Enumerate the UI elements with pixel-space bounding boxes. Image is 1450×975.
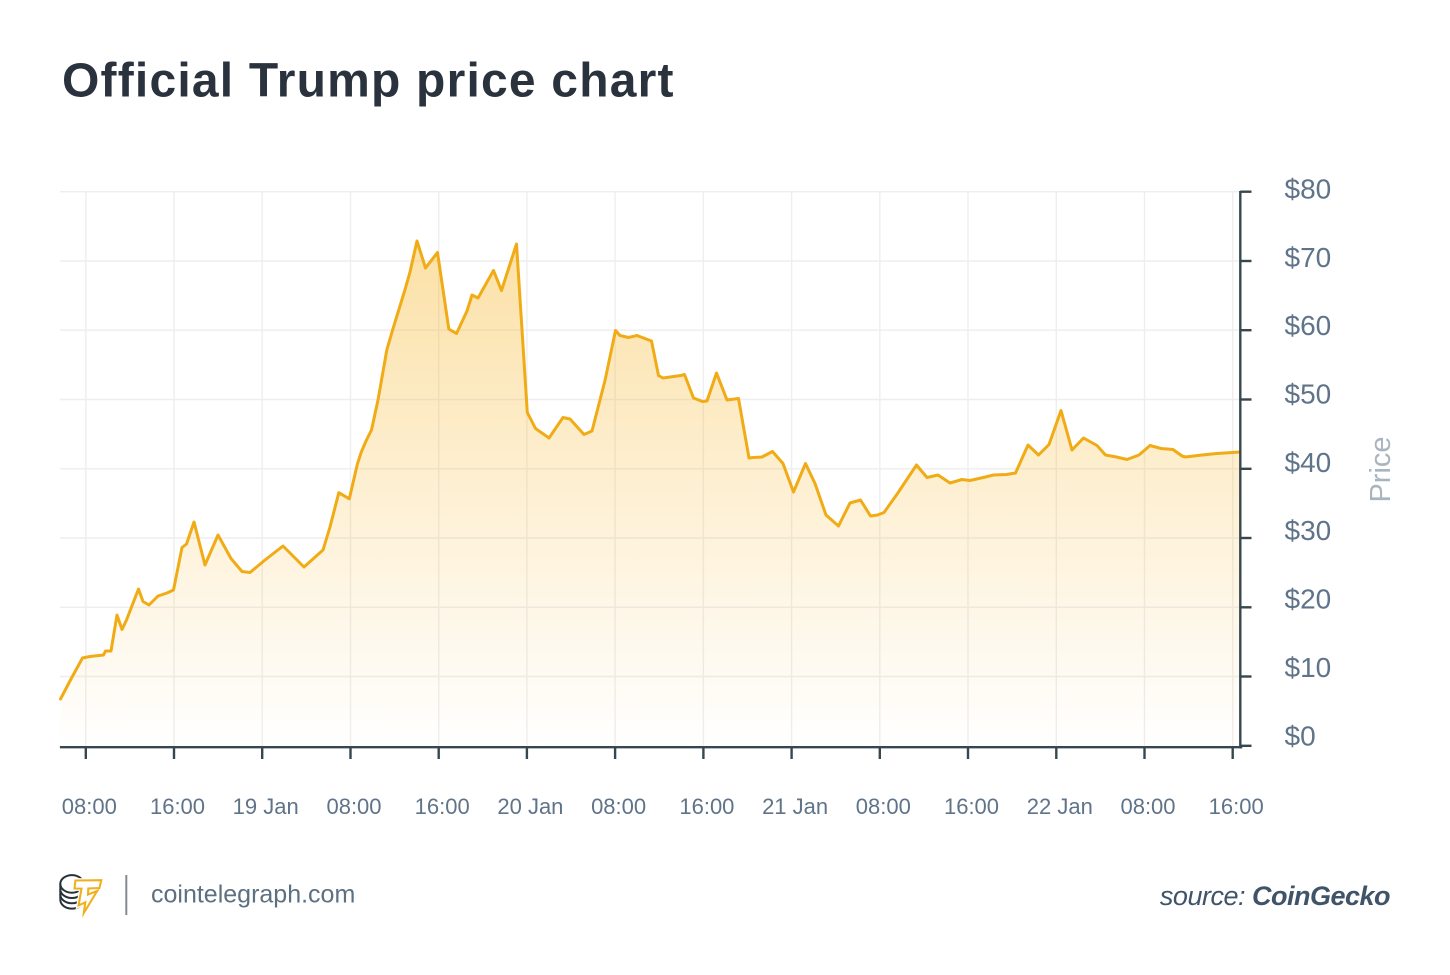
svg-text:16:00: 16:00 [1209,794,1264,819]
svg-text:21 Jan: 21 Jan [762,794,828,819]
svg-text:$10: $10 [1285,652,1332,683]
svg-text:source: CoinGecko: source: CoinGecko [1160,881,1390,911]
svg-text:20 Jan: 20 Jan [497,794,563,819]
svg-text:$70: $70 [1285,242,1332,273]
svg-text:$40: $40 [1285,447,1332,478]
svg-text:$60: $60 [1285,310,1332,341]
svg-text:08:00: 08:00 [326,794,381,819]
svg-text:cointelegraph.com: cointelegraph.com [151,881,355,909]
svg-text:19 Jan: 19 Jan [233,794,299,819]
svg-text:$0: $0 [1285,720,1316,751]
svg-text:16:00: 16:00 [415,794,470,819]
svg-text:$30: $30 [1285,515,1332,546]
svg-text:$20: $20 [1285,584,1332,615]
svg-text:08:00: 08:00 [1120,794,1175,819]
svg-text:16:00: 16:00 [679,794,734,819]
svg-text:08:00: 08:00 [62,794,117,819]
svg-text:22 Jan: 22 Jan [1027,794,1093,819]
svg-text:08:00: 08:00 [591,794,646,819]
svg-text:08:00: 08:00 [856,794,911,819]
svg-text:Official Trump price chart: Official Trump price chart [62,55,675,108]
svg-text:$80: $80 [1285,174,1332,205]
svg-text:Price: Price [1365,436,1397,502]
svg-text:16:00: 16:00 [150,794,205,819]
svg-text:16:00: 16:00 [944,794,999,819]
svg-text:$50: $50 [1285,379,1332,410]
